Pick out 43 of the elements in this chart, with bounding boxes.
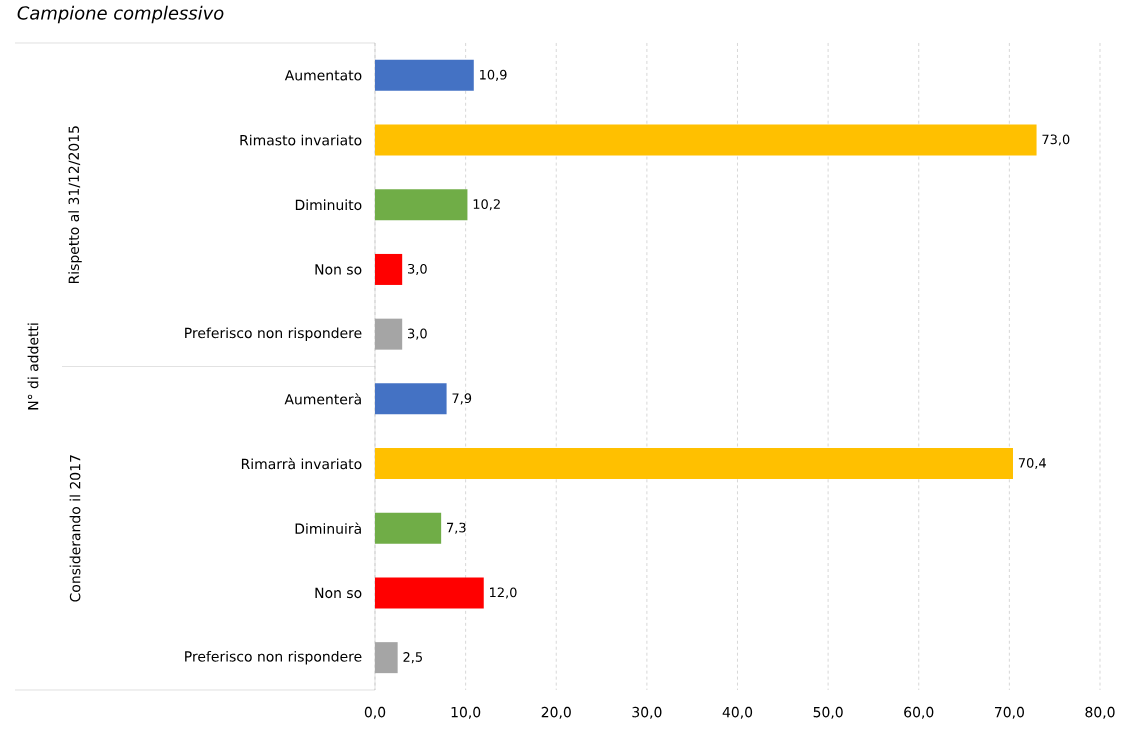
data-label: 73,0 — [1042, 134, 1070, 146]
data-label: 2,5 — [403, 652, 422, 664]
data-label: 3,0 — [408, 263, 427, 275]
y-tick-label: Diminuito — [295, 199, 362, 211]
bar — [375, 189, 468, 221]
x-tick-label: 40,0 — [722, 706, 753, 719]
data-label: 7,3 — [447, 522, 466, 534]
y-tick-label: Preferisco non rispondere — [185, 327, 362, 341]
x-tick-label: 20,0 — [541, 706, 571, 719]
bar — [375, 448, 1013, 480]
data-label: 12,0 — [490, 587, 517, 599]
data-label: 10,2 — [473, 199, 500, 211]
x-tick-label: 70,0 — [994, 706, 1024, 719]
x-tick-label: 50,0 — [813, 706, 843, 719]
text: N° di addetti — [27, 323, 39, 410]
bar — [375, 124, 1037, 156]
data-label: 70,4 — [1018, 457, 1046, 470]
x-tick-label: 0,0 — [364, 706, 386, 719]
bar — [375, 383, 447, 415]
x-tick-label: 30,0 — [632, 706, 662, 719]
text: Campione complessivo — [17, 5, 224, 24]
x-tick-label: 60,0 — [904, 706, 934, 719]
y-tick-label: Rimasto invariato — [240, 134, 362, 146]
x-tick-label: 80,0 — [1085, 706, 1115, 719]
data-label: 10,9 — [480, 69, 507, 81]
bar — [375, 253, 403, 285]
y-tick-label: Non so — [315, 264, 362, 275]
bar — [375, 642, 398, 674]
y-tick-label: Aumentato — [284, 70, 362, 81]
y-tick-label: Rimarrà invariato — [241, 457, 362, 470]
data-label: 7,9 — [452, 393, 472, 405]
y-tick-label: Diminuirà — [295, 522, 361, 534]
text: Rispetto al 31/12/2015 — [68, 126, 82, 284]
bar — [375, 59, 474, 91]
bar — [375, 577, 484, 609]
data-label: 3,0 — [408, 328, 427, 340]
bar — [375, 318, 403, 350]
x-tick-label: 10,0 — [451, 706, 481, 719]
y-tick-label: Non so — [315, 587, 362, 599]
y-tick-label: Preferisco non rispondere — [185, 650, 362, 665]
text: Considerando il 2017 — [69, 455, 81, 602]
y-tick-label: Aumenterà — [284, 393, 361, 405]
bar — [375, 512, 442, 544]
